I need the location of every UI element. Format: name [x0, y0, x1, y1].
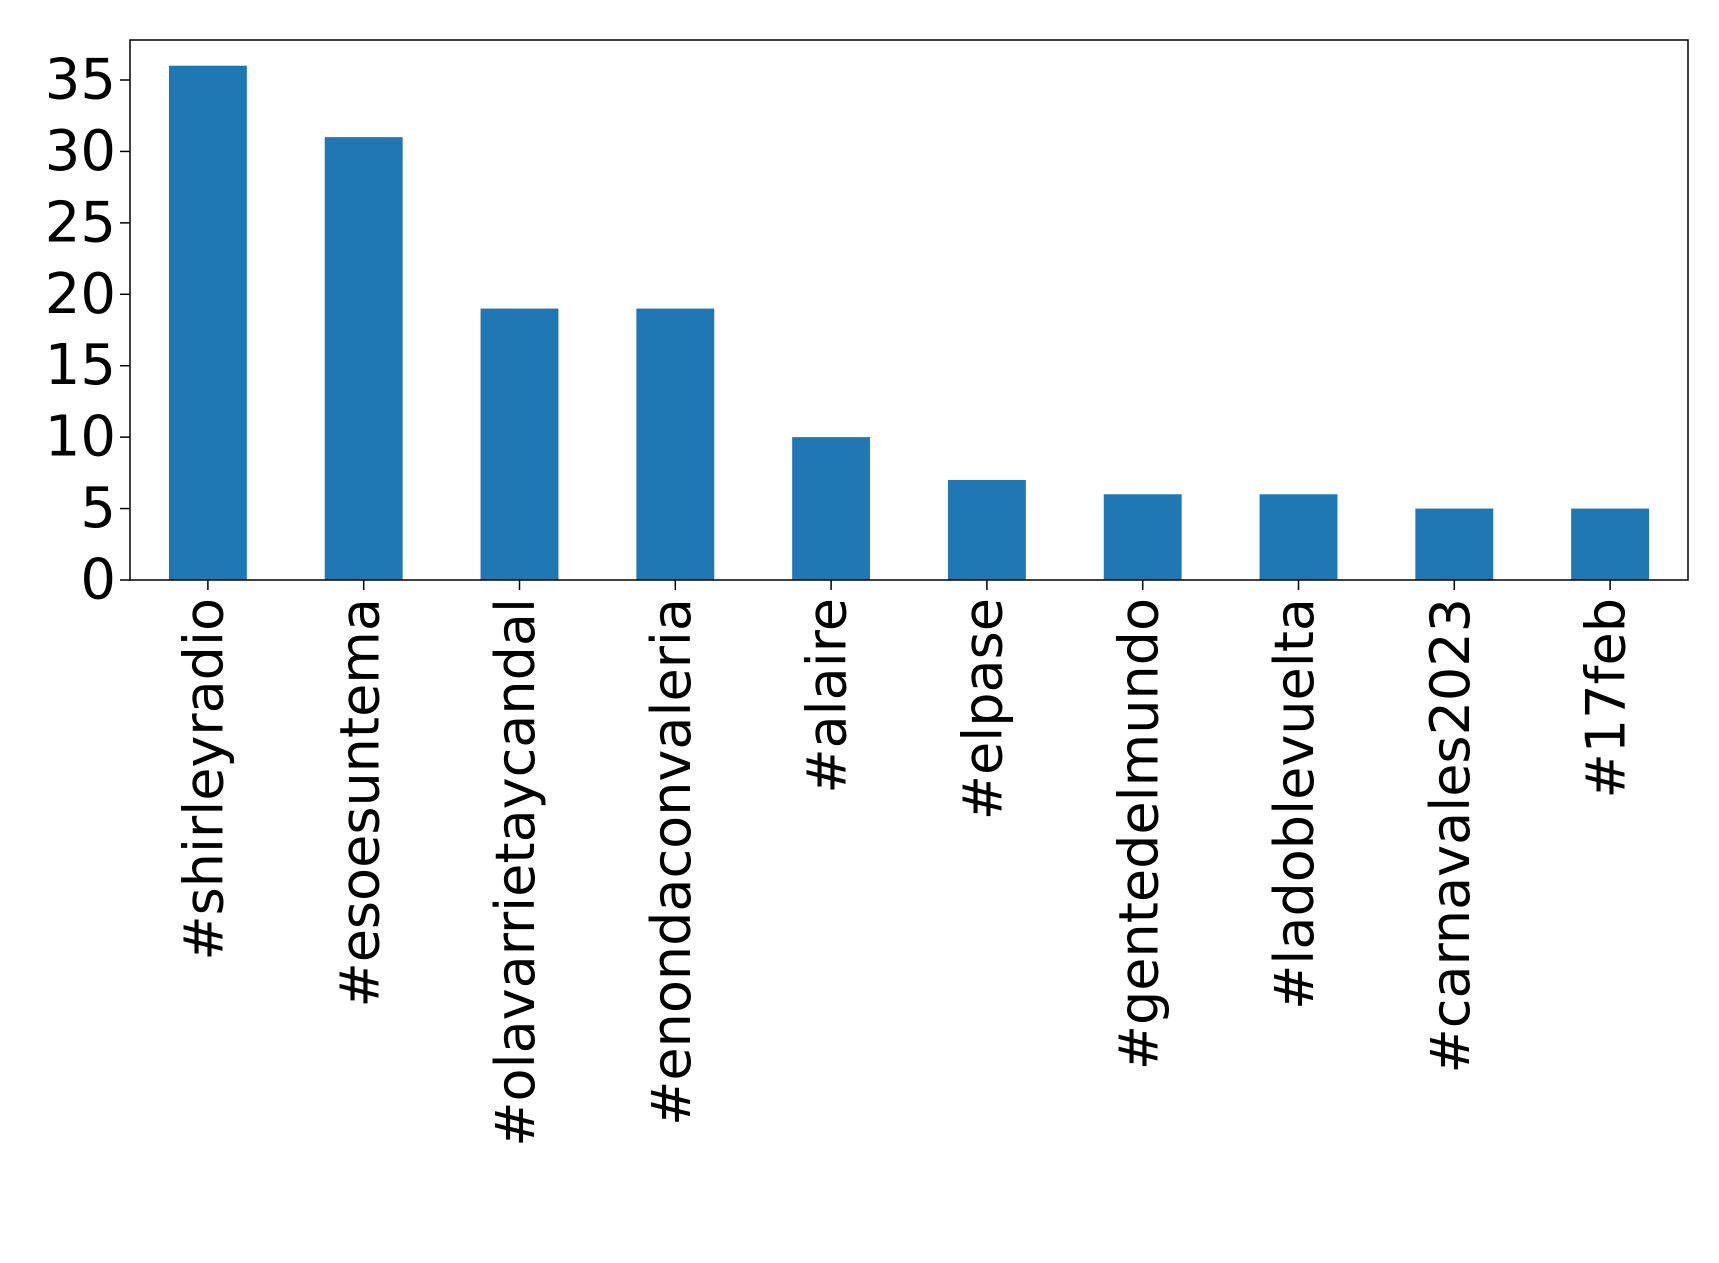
y-tick-label: 25 [45, 190, 116, 255]
x-axis: #shirleyradio #esoesuntema #olavarrietayca… [173, 580, 1638, 1147]
bar-9 [1571, 508, 1650, 580]
x-tick-label: #enondaconvaleria [640, 598, 703, 1126]
bar-6 [1103, 494, 1182, 580]
y-tick-label: 15 [45, 333, 116, 398]
x-tick-label: #carnavales2023 [1419, 598, 1482, 1073]
y-tick-label: 30 [45, 119, 116, 184]
x-tick-label: #elpase [952, 598, 1015, 820]
y-tick-label: 0 [80, 548, 116, 613]
x-tick-label: #gentedelmundo [1107, 598, 1170, 1070]
x-tick-label: #esoesuntema [328, 598, 391, 1008]
bar-4 [792, 437, 871, 580]
y-tick-label: 10 [45, 405, 116, 470]
bars [168, 65, 1650, 580]
y-tick-label: 35 [45, 48, 116, 113]
bar-5 [947, 480, 1026, 580]
bar-3 [636, 308, 715, 580]
x-tick-label: #alaire [796, 598, 859, 794]
x-tick-label: #ladoblevuelta [1263, 598, 1326, 1010]
plot-frame [129, 39, 1689, 581]
bar-7 [1259, 494, 1338, 580]
y-tick-label: 20 [45, 262, 116, 327]
y-tick-label: 5 [80, 476, 116, 541]
bar-8 [1415, 508, 1494, 580]
x-tick-label: #17feb [1575, 598, 1638, 798]
bar-0 [168, 65, 247, 580]
x-tick-label: #olavarrietaycandal [484, 598, 547, 1147]
x-tick-label: #shirleyradio [173, 598, 236, 961]
bar-1 [324, 137, 403, 580]
bar-2 [480, 308, 559, 580]
